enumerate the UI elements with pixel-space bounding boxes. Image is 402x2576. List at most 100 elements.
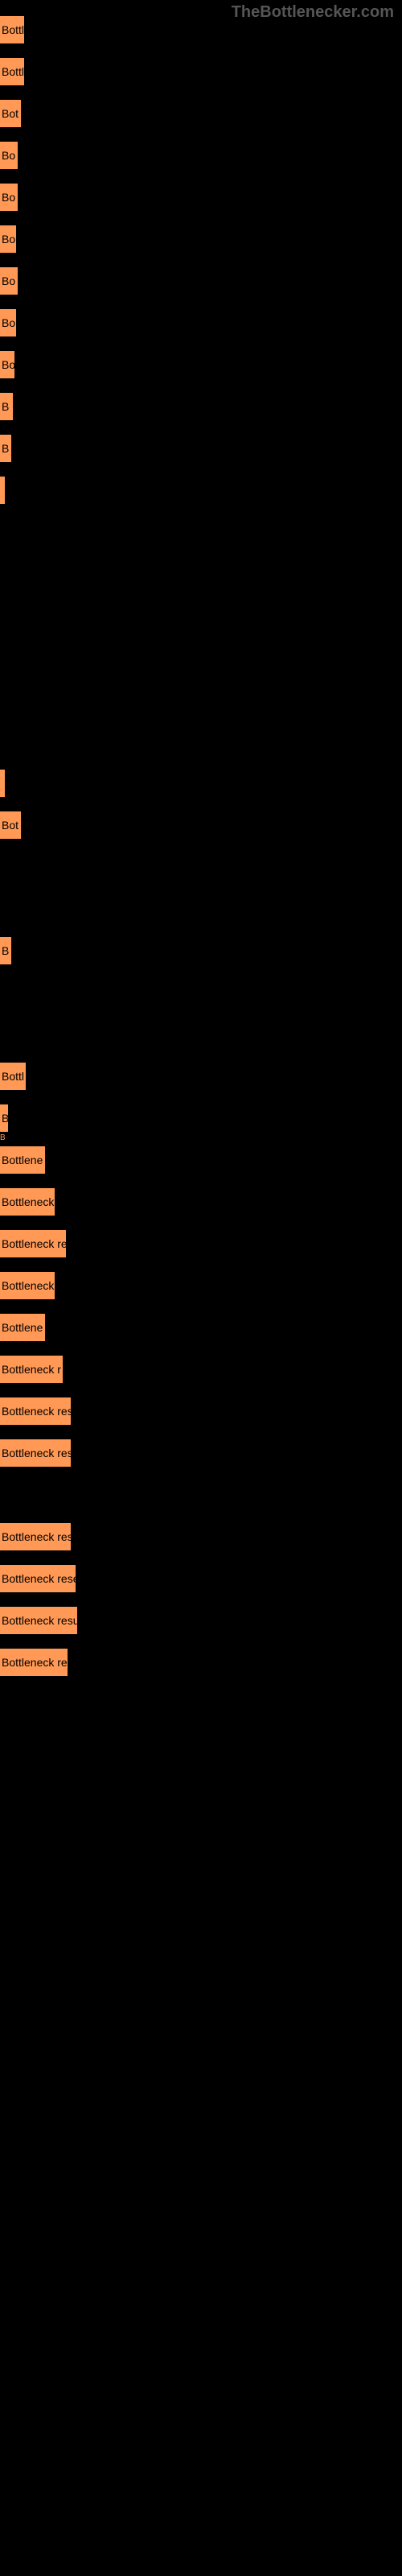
chart-row: Bottleneck re [0, 1230, 402, 1257]
bar-row: Bottleneck [0, 1272, 402, 1314]
bar: Bottleneck res [0, 1397, 71, 1425]
bar-label: Bottleneck r [0, 1363, 61, 1376]
bar-row [0, 728, 402, 770]
bar-row [0, 518, 402, 560]
bar: Bottl [0, 58, 24, 85]
chart-row: Bo [0, 184, 402, 211]
bar: Bo [0, 309, 16, 336]
bar: Bottl [0, 16, 24, 43]
bar-row: B [0, 435, 402, 477]
bar-row: Bot [0, 100, 402, 142]
bar-row: B [0, 937, 402, 979]
bar-row [0, 686, 402, 728]
bar-row: B [0, 393, 402, 435]
bar: Bottlene [0, 1314, 45, 1341]
bar-label: Bot [0, 819, 18, 832]
bar-row: Bo [0, 184, 402, 225]
chart-row [0, 644, 402, 671]
bar-sublabel: B [0, 1133, 402, 1142]
chart-row: Bottleneck rese [0, 1565, 402, 1592]
bar: Bot [0, 811, 21, 839]
chart-row [0, 853, 402, 881]
bar-label: Bottleneck [0, 1279, 54, 1292]
bar-row: Bottleneck rese [0, 1565, 402, 1607]
bar: B [0, 937, 11, 964]
chart-row [0, 1021, 402, 1048]
bar-row: Bottleneck res [0, 1523, 402, 1565]
chart-row [0, 477, 402, 504]
bar-row: BB [0, 1104, 402, 1146]
bar-label: B [0, 1112, 8, 1125]
chart-row: Bottlene [0, 1146, 402, 1174]
bar-label: Bottl [0, 23, 24, 36]
bar-label: B [0, 442, 9, 455]
bar: Bo [0, 225, 16, 253]
bar-row: Bottl [0, 16, 402, 58]
chart-row [0, 518, 402, 546]
chart-row: Bo [0, 225, 402, 253]
chart-row [0, 728, 402, 755]
bar-label: Bottleneck res [0, 1530, 71, 1543]
bar-row [0, 644, 402, 686]
chart-row: B [0, 435, 402, 462]
bar-row: Bottlene [0, 1146, 402, 1188]
bar: Bo [0, 184, 18, 211]
bar-row: Bottl [0, 1063, 402, 1104]
bar: Bottleneck r [0, 1356, 63, 1383]
bar-label: Bot [0, 107, 18, 120]
bar: Bottleneck [0, 1188, 55, 1216]
bar-label: B [0, 400, 9, 413]
bar-row [0, 770, 402, 811]
chart-row: Bot [0, 811, 402, 839]
chart-row: B [0, 1104, 402, 1132]
bar: Bot [0, 100, 21, 127]
bar-label: Bottleneck res [0, 1447, 71, 1459]
chart-row [0, 895, 402, 923]
bar-label: Bo [0, 191, 15, 204]
bar-row [0, 853, 402, 895]
bar-row: Bo [0, 309, 402, 351]
bar-row: Bottleneck resu [0, 1607, 402, 1649]
bar [0, 770, 5, 797]
bar-row: Bot [0, 811, 402, 853]
chart-row [0, 1481, 402, 1509]
bar: Bo [0, 142, 18, 169]
bar-label: Bottleneck resu [0, 1614, 77, 1627]
bar-row: Bottleneck res [0, 1397, 402, 1439]
bar-row [0, 602, 402, 644]
bar-label: B [0, 944, 9, 957]
chart-row [0, 686, 402, 713]
bar-row: Bottlene [0, 1314, 402, 1356]
bar-label: Bottleneck re [0, 1656, 68, 1669]
bar-row [0, 895, 402, 937]
chart-row: Bo [0, 351, 402, 378]
bar-label: Bottl [0, 1070, 24, 1083]
bar: Bottleneck re [0, 1649, 68, 1676]
chart-row: Bottleneck [0, 1272, 402, 1299]
bar-label: Bottlene [0, 1321, 43, 1334]
chart-row [0, 602, 402, 630]
bar: Bo [0, 267, 18, 295]
chart-row: Bo [0, 142, 402, 169]
bar: Bottleneck resu [0, 1607, 77, 1634]
chart-row: Bottleneck r [0, 1356, 402, 1383]
bar: Bottleneck res [0, 1523, 71, 1550]
bar-row [0, 979, 402, 1021]
bar-label: Bo [0, 358, 14, 371]
bar-chart: BottlBottlBotBoBoBoBoBoBoBBBotBBottlBBBo… [0, 0, 402, 1690]
chart-row: B [0, 937, 402, 964]
chart-row: Bottleneck res [0, 1397, 402, 1425]
bar-row [0, 560, 402, 602]
bar-row: Bo [0, 267, 402, 309]
bar-row [0, 1021, 402, 1063]
bar-row: Bottleneck re [0, 1230, 402, 1272]
bar-label: Bottl [0, 65, 24, 78]
chart-row: B [0, 393, 402, 420]
bar: B [0, 435, 11, 462]
bar-label: Bottlene [0, 1154, 43, 1166]
chart-row [0, 770, 402, 797]
bar-label: Bo [0, 275, 15, 287]
bar: Bo [0, 351, 14, 378]
chart-row [0, 560, 402, 588]
bar: Bottleneck re [0, 1230, 66, 1257]
